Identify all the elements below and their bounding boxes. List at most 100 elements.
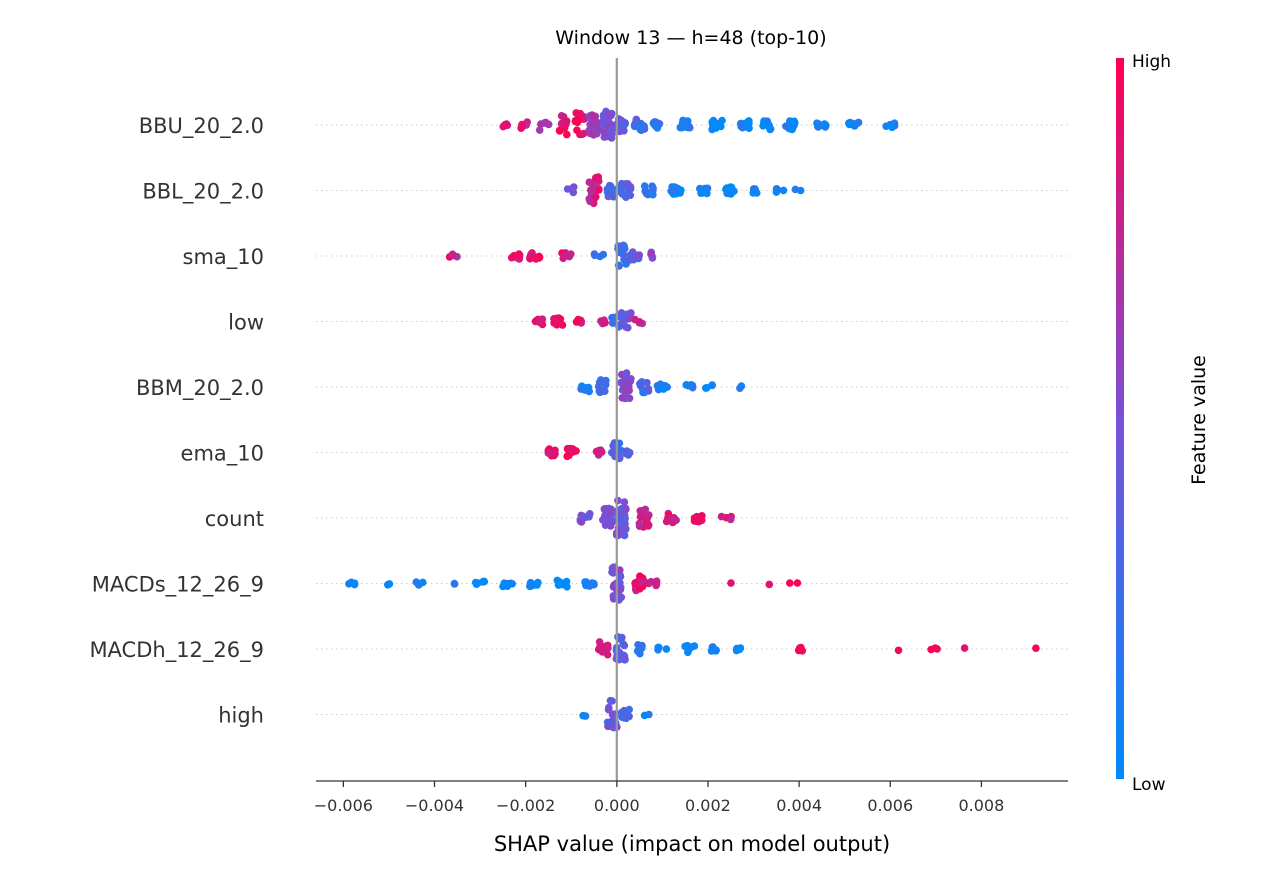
shap-point [795, 644, 804, 652]
shap-point [544, 449, 553, 457]
shap-point [614, 496, 622, 505]
shap-point [727, 579, 735, 587]
shap-point [563, 130, 571, 139]
shap-point [605, 181, 614, 190]
feature-label: ema_10 [181, 442, 264, 467]
shap-point [718, 116, 726, 125]
shap-point [558, 321, 567, 329]
shap-point [620, 526, 629, 534]
shap-point [581, 385, 589, 394]
shap-point [631, 579, 639, 587]
feature-label: BBU_20_2.0 [139, 114, 264, 139]
shap-point [723, 189, 732, 197]
feature-label: MACDh_12_26_9 [89, 638, 264, 663]
shap-point [789, 117, 797, 126]
shap-point [638, 641, 646, 650]
shap-point [735, 645, 744, 654]
shap-point [616, 572, 625, 581]
shap-point [625, 394, 634, 403]
shap-point [644, 385, 653, 393]
colorbar: High Low Feature value [1116, 52, 1210, 795]
shap-point [659, 385, 668, 393]
shap-point [677, 186, 685, 194]
shap-point [654, 646, 662, 654]
shap-point [592, 193, 600, 201]
x-tick-label: 0.006 [867, 796, 913, 815]
shap-point [552, 318, 561, 326]
shap-point [614, 578, 622, 587]
shap-point [751, 187, 760, 195]
shap-point [641, 187, 649, 195]
shap-point [502, 120, 511, 128]
shap-point [645, 579, 653, 588]
shap-point [592, 174, 600, 182]
shap-point [632, 252, 641, 260]
colorbar-gradient [1116, 58, 1124, 779]
shap-point [782, 122, 790, 130]
shap-point [698, 189, 706, 197]
shap-point [573, 126, 581, 134]
shap-point [592, 127, 601, 135]
shap-point [648, 254, 657, 262]
shap-point [763, 117, 772, 125]
shap-point [672, 516, 680, 524]
shap-point [616, 127, 624, 136]
shap-point [586, 197, 594, 206]
colorbar-title: Feature value [1188, 355, 1210, 485]
shap-point [600, 505, 609, 514]
shap-point [385, 580, 394, 588]
shap-point [637, 123, 646, 132]
shap-point [598, 648, 607, 656]
shap-point [653, 124, 662, 132]
shap-point [504, 580, 512, 589]
shap-point [604, 110, 613, 119]
shap-point [526, 578, 535, 587]
feature-label: BBM_20_2.0 [136, 376, 264, 401]
shap-point [345, 580, 353, 588]
shap-point [533, 581, 541, 589]
colorbar-low-label: Low [1132, 775, 1166, 795]
shap-point [601, 521, 610, 529]
shap-point [479, 577, 488, 586]
shap-point [717, 512, 726, 521]
shap-point [686, 643, 694, 652]
x-tick-label: 0.008 [958, 796, 1004, 815]
shap-point [814, 120, 822, 128]
shap-point [617, 247, 625, 256]
shap-point [618, 394, 626, 402]
shap-point [636, 572, 644, 580]
shap-point [652, 581, 660, 590]
shap-point [635, 318, 644, 326]
shap-point [793, 579, 802, 587]
shap-point [625, 712, 633, 721]
shap-point [535, 317, 543, 325]
shap-point [560, 124, 569, 132]
shap-point [588, 187, 597, 195]
shap-point [626, 184, 635, 193]
shap-point [703, 384, 711, 392]
x-ticks: −0.006 −0.004 −0.002 0.000 0.002 0.004 0.006 0.… [314, 781, 1004, 815]
shap-point [647, 188, 655, 197]
shap-point [617, 189, 626, 197]
shap-point [927, 645, 935, 654]
feature-label: sma_10 [183, 245, 265, 270]
shap-point [601, 117, 610, 125]
shap-point [620, 641, 629, 650]
colorbar-high-label: High [1132, 52, 1171, 72]
shap-point [668, 186, 676, 195]
shap-point [450, 579, 459, 588]
shap-point [590, 250, 599, 258]
shap-point [560, 251, 568, 260]
shap-point [589, 112, 598, 120]
shap-point [557, 112, 566, 120]
shap-point [598, 448, 606, 456]
shap-point [850, 122, 859, 130]
shap-point [599, 377, 607, 385]
shap-point [585, 178, 594, 186]
shap-point [682, 381, 691, 389]
shap-point [888, 123, 896, 132]
shap-points [345, 107, 1040, 732]
shap-point [542, 119, 551, 127]
